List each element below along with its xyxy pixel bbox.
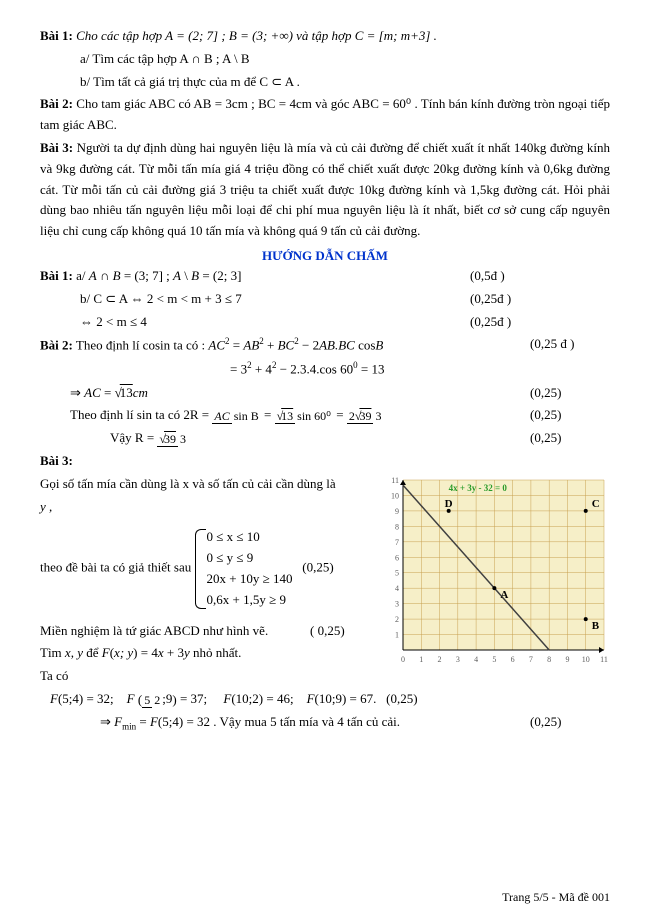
svg-text:7: 7 [395, 538, 399, 547]
p2-head: Bài 2: [40, 96, 73, 111]
s2-r-pre: Vậy R = [110, 430, 157, 445]
p3-head: Bài 3: [40, 140, 73, 155]
svg-text:3: 3 [456, 655, 460, 664]
s2-pts2: (0,25) [530, 383, 610, 404]
problem-2: Bài 2: Cho tam giác ABC có AB = 3cm ; BC… [40, 94, 610, 136]
s3-region: Miền nghiệm là tứ giác ABCD như hình vẽ. [40, 621, 310, 642]
svg-text:3: 3 [395, 599, 399, 608]
s2-pts3: (0,25) [530, 405, 610, 426]
s2-sin-pre: Theo định lí sin ta có 2R = [70, 407, 212, 422]
s1a-pts: (0,5đ ) [470, 266, 610, 287]
s1b2-pts: (0,25đ ) [470, 312, 610, 333]
s2-pts4: (0,25) [530, 428, 610, 449]
svg-text:6: 6 [511, 655, 515, 664]
p2-body: Cho tam giác ABC có AB = 3cm ; BC = 4cm … [40, 96, 610, 132]
feasible-region-graph: 0112233445566778899101011114x + 3y - 32 … [385, 474, 610, 664]
s1b1: b/ C ⊂ A ⇔ 2 < m < m + 3 ≤ 7 [80, 289, 470, 310]
svg-text:1: 1 [419, 655, 423, 664]
s2-head: Bài 2: [40, 338, 73, 353]
s3-intro2: y , [40, 497, 370, 518]
p3-body: Người ta dự định dùng hai nguyên liệu là… [40, 140, 610, 238]
s3-given-pts: (0,25) [302, 560, 333, 575]
s1b2: ⇔ 2 < m ≤ 4 [80, 312, 470, 333]
svg-text:4: 4 [474, 655, 478, 664]
grade-title: HƯỚNG DẪN CHẤM [40, 248, 610, 264]
svg-text:7: 7 [529, 655, 533, 664]
svg-text:4x + 3y - 32 = 0: 4x + 3y - 32 = 0 [449, 483, 508, 493]
svg-text:6: 6 [395, 553, 399, 562]
s2-l1a: Theo định lí cosin ta có : [76, 338, 209, 353]
s3-min-pts: (0,25) [530, 712, 610, 734]
s3-vals: F(5;4) = 32; F (52;9) = 37; F(10;2) = 46… [40, 689, 610, 710]
svg-text:B: B [592, 620, 600, 632]
problem-1: Bài 1: Cho các tập hợp A = (2; 7] ; B = … [40, 26, 610, 47]
s3-given-pre: theo đề bài ta có giả thiết sau [40, 560, 195, 575]
s3-head: Bài 3: [40, 451, 610, 472]
svg-text:11: 11 [600, 655, 608, 664]
problem-3: Bài 3: Người ta dự định dùng hai nguyên … [40, 138, 610, 242]
svg-text:11: 11 [391, 476, 399, 485]
svg-text:4: 4 [395, 584, 399, 593]
svg-text:10: 10 [582, 655, 590, 664]
s3-intro1: Gọi số tấn mía cần dùng là x và số tấn c… [40, 474, 370, 495]
s1b1-pts: (0,25đ ) [470, 289, 610, 310]
s3-find: Tìm x, y để F(x; y) = 4x + 3y nhỏ nhất. [40, 643, 370, 664]
p1-a: a/ Tìm các tập hợp A ∩ B ; A \ B [80, 49, 610, 70]
svg-text:9: 9 [565, 655, 569, 664]
svg-text:1: 1 [395, 630, 399, 639]
svg-text:9: 9 [395, 507, 399, 516]
svg-text:2: 2 [438, 655, 442, 664]
svg-text:8: 8 [547, 655, 551, 664]
svg-text:5: 5 [395, 569, 399, 578]
p1-b: b/ Tìm tất cả giá trị thực của m để C ⊂ … [80, 72, 610, 93]
s3-region-pts: ( 0,25) [310, 621, 370, 642]
svg-text:2: 2 [395, 615, 399, 624]
svg-text:5: 5 [492, 655, 496, 664]
s3-taco: Ta có [40, 666, 610, 687]
svg-text:10: 10 [391, 491, 399, 500]
svg-text:A: A [500, 589, 508, 601]
s2-pts1: (0,25 đ ) [530, 334, 610, 356]
svg-text:0: 0 [401, 655, 405, 664]
p1-body: Cho các tập hợp A = (2; 7] ; B = (3; +∞)… [73, 28, 437, 43]
svg-text:D: D [445, 498, 453, 510]
svg-text:C: C [592, 498, 600, 510]
page-footer: Trang 5/5 - Mã đề 001 [502, 890, 610, 905]
svg-text:8: 8 [395, 522, 399, 531]
p1-head: Bài 1: [40, 28, 73, 43]
s3-block: Gọi số tấn mía cần dùng là x và số tấn c… [40, 474, 610, 664]
